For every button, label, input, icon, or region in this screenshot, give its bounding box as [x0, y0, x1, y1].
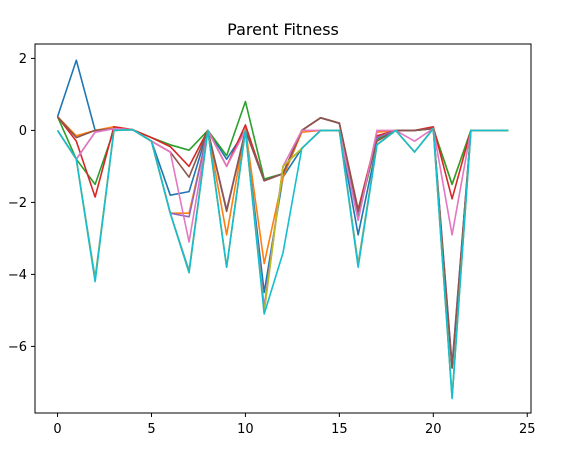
x-axis: 0 5 10 15 20 25 [53, 413, 536, 437]
x-tick-label: 5 [147, 422, 155, 437]
x-tick-label: 20 [425, 422, 442, 437]
y-tick-label: −4 [8, 268, 27, 283]
y-tick-label: 2 [19, 52, 27, 67]
y-tick-label: 0 [19, 124, 27, 139]
y-tick-label: −6 [8, 340, 27, 355]
y-axis: 2 0 −2 −4 −6 [8, 52, 35, 355]
series-line-10 [56, 127, 509, 400]
x-tick-label: 10 [237, 422, 254, 437]
x-tick-label: 0 [53, 422, 61, 437]
axes-frame [34, 43, 532, 414]
y-tick-label: −2 [8, 196, 27, 211]
series-line-3 [56, 100, 509, 218]
series-layer [56, 59, 509, 400]
chart-title: Parent Fitness [227, 20, 339, 39]
x-tick-label: 15 [331, 422, 348, 437]
x-tick-label: 25 [519, 422, 536, 437]
